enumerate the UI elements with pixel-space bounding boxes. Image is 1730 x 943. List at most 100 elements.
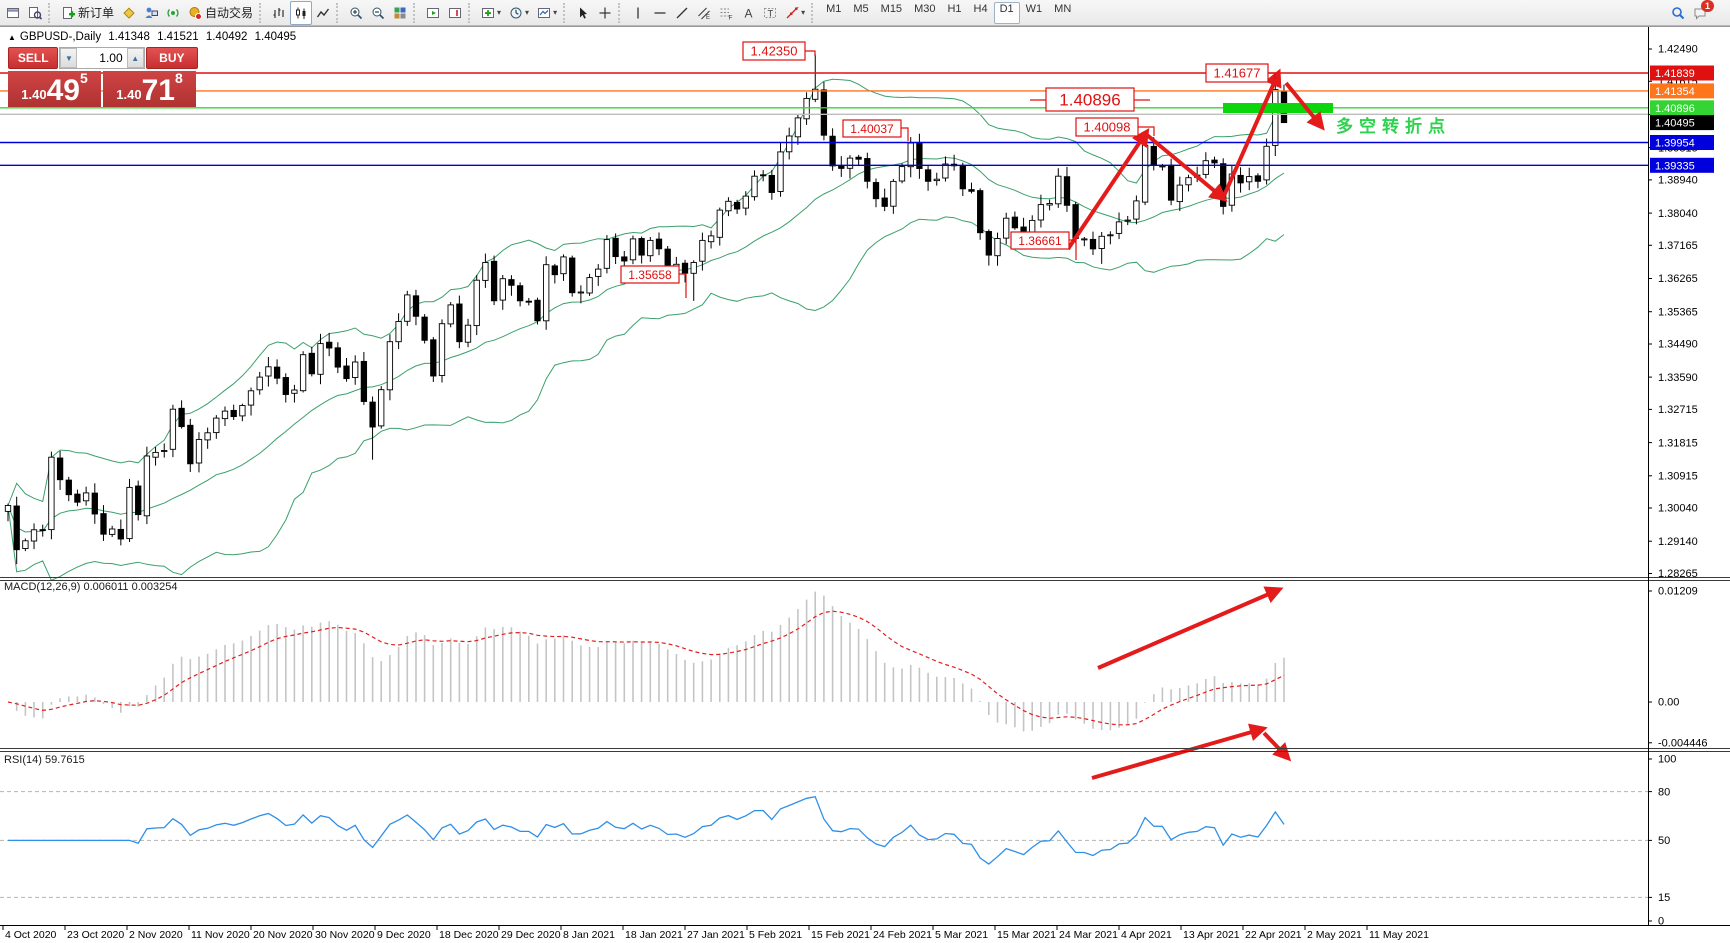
notifications-button[interactable]: 1 (1689, 0, 1724, 25)
main-toolbar: 新订单 自动交易 ▾ ▾ ▾ E F A T ▾ M1 M5 M15 M30 H1 H4 D1 W1 MN 1 (0, 0, 1730, 26)
window-frame (0, 26, 1730, 926)
trend-arrows[interactable] (1066, 68, 1325, 780)
toolbar-separator (336, 2, 343, 23)
price-up-leg-2[interactable] (1221, 68, 1282, 199)
candle-chart-mode-button[interactable] (290, 0, 313, 25)
price-label-annotations[interactable]: 1.42350 1.40037 1.40896 1.40098 1.36661 1.356… (620, 41, 1276, 298)
bar-chart-mode-button[interactable] (268, 1, 290, 25)
metaeditor-button[interactable] (118, 1, 140, 25)
zoom-out-button[interactable] (367, 1, 389, 25)
svg-text:1.30040: 1.30040 (1658, 503, 1698, 515)
svg-text:2 Nov 2020: 2 Nov 2020 (129, 929, 183, 941)
cursor-tool-button[interactable] (572, 1, 594, 25)
svg-text:50: 50 (1658, 835, 1670, 847)
svg-text:1.36661: 1.36661 (1018, 234, 1062, 248)
volume-input[interactable] (77, 48, 127, 68)
channel-tool-button[interactable]: E (693, 1, 715, 25)
svg-text:8 Jan 2021: 8 Jan 2021 (563, 929, 615, 941)
timeframe-m5-button[interactable]: M5 (853, 2, 869, 15)
editor-icon (123, 6, 135, 19)
toolbar-separator (413, 2, 420, 23)
chevron-down-icon[interactable]: ▾ (801, 8, 806, 17)
rsi-up-arrow[interactable] (1091, 723, 1268, 780)
timeframe-h1-button[interactable]: H1 (947, 2, 962, 15)
chart-shift-button[interactable] (444, 1, 466, 25)
periods-button[interactable]: ▾ (505, 1, 533, 25)
macd-up-arrow[interactable] (1097, 586, 1284, 670)
label-tool-button[interactable]: T (759, 1, 781, 25)
svg-text:1.40896: 1.40896 (1655, 103, 1695, 115)
indicators-button[interactable]: ▾ (477, 1, 505, 25)
vline-tool-button[interactable] (627, 1, 649, 25)
zoom-in-button[interactable] (345, 1, 367, 25)
toolbar-separator (563, 2, 570, 23)
auto-scroll-button[interactable] (422, 1, 444, 25)
collapse-triangle-icon[interactable]: ▲ (8, 33, 16, 42)
bollinger-bands (7, 78, 1285, 581)
svg-text:13 Apr 2021: 13 Apr 2021 (1183, 929, 1240, 941)
line-chart-mode-button[interactable] (312, 1, 334, 25)
price-projection-down[interactable] (1284, 81, 1325, 131)
svg-text:1.41354: 1.41354 (1655, 86, 1695, 98)
rsi-projection-down[interactable] (1262, 731, 1292, 762)
timeframe-mn-button[interactable]: MN (1054, 2, 1072, 15)
search-button[interactable] (1667, 1, 1689, 25)
shapes-tool-button[interactable]: ▾ (781, 1, 809, 25)
ohlc-low: 1.40492 (205, 31, 248, 43)
fibo-icon: F (720, 8, 733, 20)
svg-text:24 Mar 2021: 24 Mar 2021 (1059, 929, 1118, 941)
autotrading-button[interactable]: 自动交易 (184, 1, 257, 25)
crosshair-tool-button[interactable] (594, 1, 616, 25)
tile-windows-button[interactable] (389, 1, 411, 25)
svg-text:-0.004446: -0.004446 (1658, 738, 1708, 750)
price-axis[interactable]: 1.424901.416151.407151.398151.389401.380… (1648, 44, 1714, 928)
vline-icon (637, 7, 639, 18)
svg-text:1.38040: 1.38040 (1658, 208, 1698, 220)
strategy-tester-button[interactable] (140, 1, 162, 25)
templates-button[interactable]: ▾ (533, 1, 561, 25)
zoom-out-icon (372, 7, 385, 19)
timeframe-h4-button[interactable]: H4 (973, 2, 988, 15)
charts-window-button[interactable] (2, 1, 24, 25)
sell-price[interactable]: 1.40 49 5 (8, 71, 101, 107)
text-tool-button[interactable]: A (737, 1, 759, 25)
time-axis[interactable]: 4 Oct 2020 23 Oct 2020 2 Nov 2020 11 Nov 20… (2, 926, 1429, 941)
buy-button[interactable]: BUY (145, 47, 198, 69)
horizontal-lines[interactable] (0, 72, 1648, 167)
chevron-down-icon[interactable]: ▾ (525, 8, 530, 17)
svg-text:100: 100 (1658, 754, 1676, 766)
sell-button[interactable]: SELL (8, 47, 59, 69)
svg-text:1.29140: 1.29140 (1658, 536, 1698, 548)
autotrade-icon (189, 6, 203, 20)
chevron-down-icon[interactable]: ▾ (497, 8, 502, 17)
new-order-button[interactable]: 新订单 (57, 1, 118, 25)
volume-decrease-button[interactable]: ▼ (60, 48, 78, 68)
macd-label: MACD(12,26,9) 0.006011 0.003254 (4, 581, 178, 593)
svg-text:0.00: 0.00 (1658, 697, 1679, 709)
chart-profiles-button[interactable] (24, 1, 46, 25)
price-down-leg[interactable] (1145, 133, 1228, 202)
svg-text:1.32715: 1.32715 (1658, 404, 1698, 416)
price-up-leg-1[interactable] (1066, 128, 1150, 251)
timeframe-m30-button[interactable]: M30 (914, 2, 936, 15)
svg-text:4 Oct 2020: 4 Oct 2020 (5, 929, 57, 941)
trendline-tool-button[interactable] (671, 1, 693, 25)
hline-tool-button[interactable] (649, 1, 671, 25)
svg-text:80: 80 (1658, 786, 1670, 798)
timeframe-d1-button[interactable]: D1 (993, 1, 1020, 24)
timeframe-m15-button[interactable]: M15 (880, 2, 903, 15)
timeframe-w1-button[interactable]: W1 (1025, 2, 1043, 15)
buy-price[interactable]: 1.40 71 8 (103, 71, 196, 107)
signals-button[interactable] (162, 1, 184, 25)
svg-text:22 Apr 2021: 22 Apr 2021 (1245, 929, 1302, 941)
shift-icon (449, 7, 462, 18)
fibo-tool-button[interactable]: F (715, 1, 737, 25)
chevron-down-icon[interactable]: ▾ (553, 8, 558, 17)
svg-text:T: T (768, 8, 774, 19)
autoscroll-icon (427, 7, 440, 18)
svg-text:1.36265: 1.36265 (1658, 273, 1698, 285)
timeframe-m1-button[interactable]: M1 (826, 2, 842, 15)
green-highlight-bar[interactable] (1223, 103, 1333, 113)
volume-increase-button[interactable]: ▲ (126, 48, 144, 68)
